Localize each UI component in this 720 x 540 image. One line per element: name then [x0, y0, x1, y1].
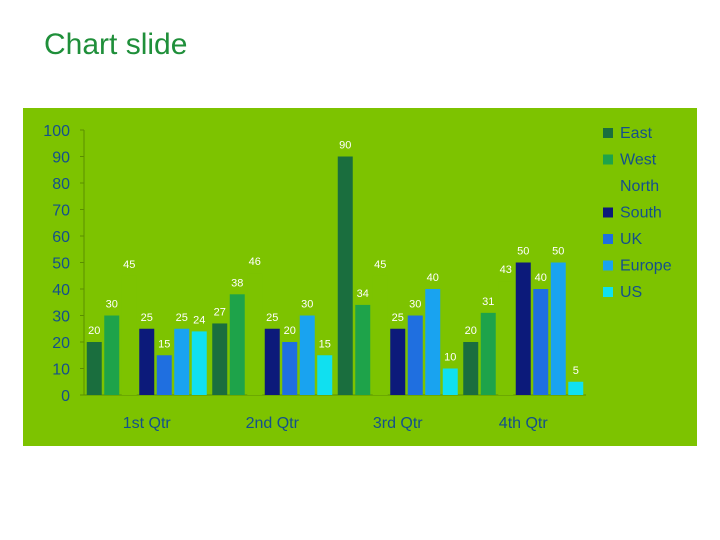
- category-label: 1st Qtr: [123, 415, 172, 432]
- data-label: 30: [301, 299, 313, 311]
- data-label: 24: [193, 314, 205, 326]
- data-label: 20: [465, 325, 477, 337]
- y-tick-label: 20: [52, 335, 70, 352]
- legend-label-europe: Europe: [620, 258, 672, 275]
- y-tick-label: 80: [52, 176, 70, 193]
- data-label: 20: [284, 325, 296, 337]
- legend-label-east: East: [620, 125, 653, 142]
- bar-south-3: [390, 328, 406, 395]
- bar-east-4: [463, 342, 479, 395]
- bar-west-4: [480, 312, 496, 395]
- legend-swatch-south: [603, 207, 613, 218]
- legend-swatch-europe: [603, 260, 613, 271]
- data-label: 25: [392, 312, 404, 324]
- bar-us-2: [317, 355, 333, 395]
- bar-north-2: [247, 273, 263, 395]
- data-label: 38: [231, 277, 243, 289]
- legend-label-north: North: [620, 178, 659, 195]
- data-label: 43: [500, 264, 512, 276]
- data-label: 50: [552, 246, 564, 258]
- bar-south-1: [139, 328, 155, 395]
- data-label: 46: [249, 256, 261, 268]
- data-label: 15: [319, 338, 331, 350]
- bar-europe-1: [174, 328, 190, 395]
- data-label: 30: [409, 299, 421, 311]
- y-tick-label: 90: [52, 150, 70, 167]
- legend-swatch-west: [603, 154, 613, 165]
- legend-swatch-uk: [603, 234, 613, 244]
- data-label: 40: [535, 272, 547, 284]
- bar-east-2: [212, 323, 228, 395]
- bar-uk-3: [407, 315, 423, 395]
- bar-north-4: [498, 281, 514, 395]
- y-tick-label: 10: [52, 362, 70, 379]
- data-label: 27: [214, 306, 226, 318]
- y-tick-label: 100: [43, 123, 70, 140]
- data-label: 45: [123, 259, 135, 271]
- data-label: 30: [106, 299, 118, 311]
- legend-swatch-north: [603, 181, 613, 191]
- bar-north-3: [372, 275, 388, 395]
- bar-west-1: [104, 315, 120, 395]
- bar-south-4: [515, 262, 531, 395]
- data-label: 50: [517, 246, 529, 258]
- data-label: 31: [482, 296, 494, 308]
- legend-label-us: US: [620, 284, 642, 301]
- bar-europe-3: [425, 289, 441, 395]
- y-tick-label: 50: [52, 256, 70, 273]
- data-label: 25: [141, 312, 153, 324]
- data-label: 90: [339, 140, 351, 152]
- data-label: 10: [444, 352, 456, 364]
- bar-europe-2: [299, 315, 315, 395]
- data-label: 34: [357, 288, 369, 300]
- y-tick-label: 40: [52, 282, 70, 299]
- y-tick-label: 70: [52, 203, 70, 220]
- data-label: 45: [374, 259, 386, 271]
- bar-south-2: [264, 328, 280, 395]
- bar-east-3: [337, 156, 353, 395]
- legend-label-uk: UK: [620, 231, 643, 248]
- bar-uk-4: [533, 289, 549, 395]
- legend-label-west: West: [620, 152, 657, 169]
- bar-us-1: [191, 331, 207, 395]
- bar-us-3: [442, 368, 458, 395]
- bar-uk-2: [282, 342, 298, 395]
- category-label: 3rd Qtr: [373, 415, 423, 432]
- y-tick-label: 60: [52, 229, 70, 246]
- data-label: 20: [88, 325, 100, 337]
- bar-north-1: [121, 275, 137, 395]
- bar-chart: 0 10 20 30 40 50 60 70 80 90 100 20 30 45 25 15 25 24 1st …: [43, 123, 672, 432]
- data-label: 15: [158, 338, 170, 350]
- legend-label-south: South: [620, 205, 662, 222]
- bar-west-2: [229, 294, 245, 395]
- data-label: 5: [573, 365, 579, 377]
- slide-title: Chart slide: [44, 28, 188, 61]
- data-label: 40: [427, 272, 439, 284]
- bar-us-4: [568, 381, 584, 395]
- legend-swatch-us: [603, 287, 613, 297]
- data-label: 25: [266, 312, 278, 324]
- bar-uk-1: [156, 355, 172, 395]
- bar-west-3: [355, 304, 371, 395]
- chart-panel: 0 10 20 30 40 50 60 70 80 90 100 20 30 45 25 15 25 24 1st …: [23, 108, 697, 446]
- bar-east-1: [86, 342, 102, 395]
- category-label: 4th Qtr: [499, 415, 549, 432]
- data-label: 25: [176, 312, 188, 324]
- y-tick-label: 0: [61, 388, 70, 405]
- bar-europe-4: [550, 262, 566, 395]
- y-tick-label: 30: [52, 309, 70, 326]
- legend-swatch-east: [603, 128, 613, 138]
- category-label: 2nd Qtr: [246, 415, 300, 432]
